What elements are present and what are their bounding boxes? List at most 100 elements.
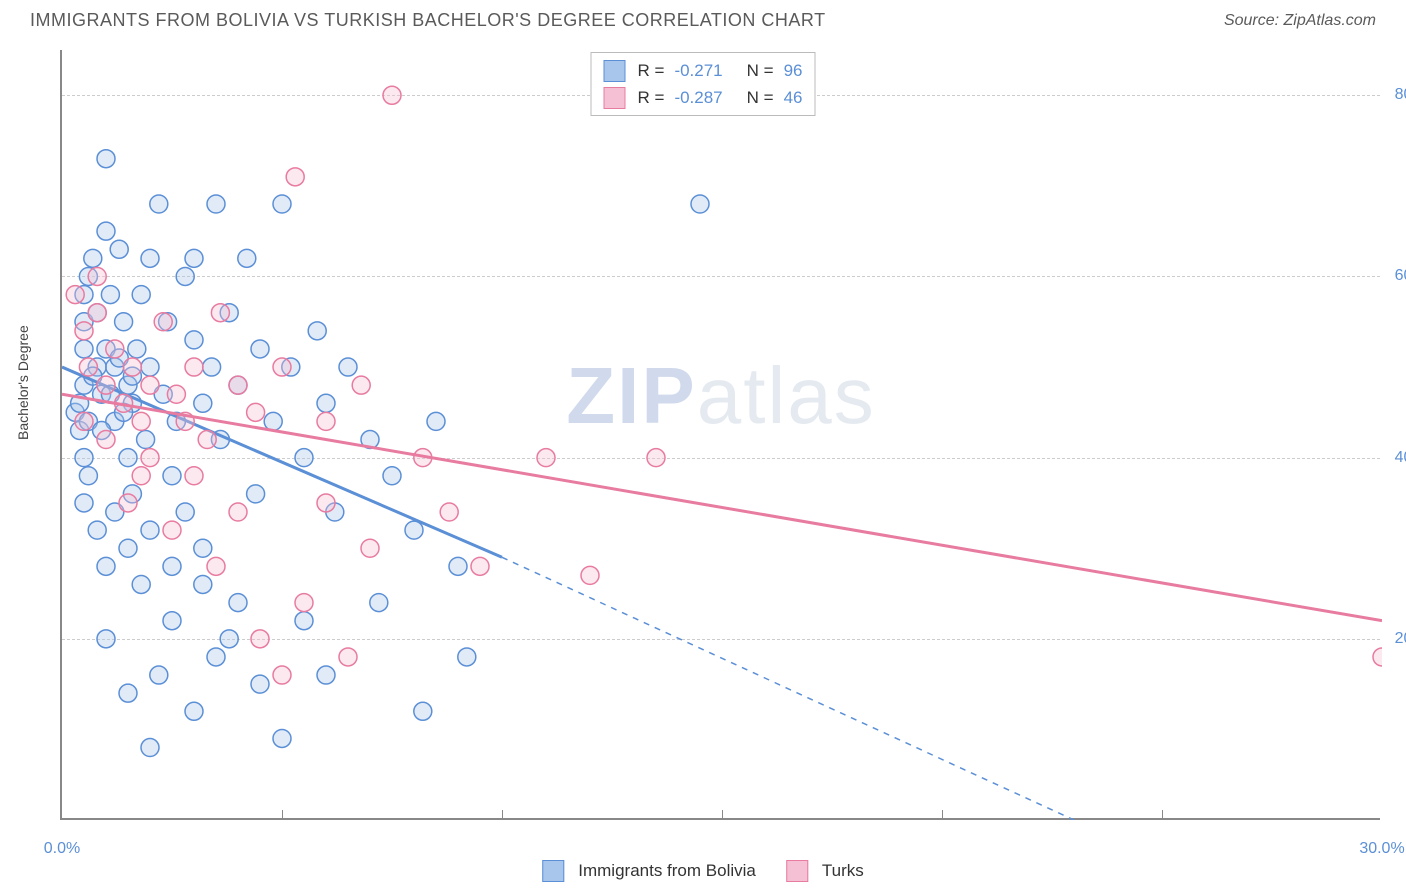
scatter-point <box>317 412 335 430</box>
scatter-point <box>79 358 97 376</box>
scatter-point <box>1373 648 1382 666</box>
scatter-point <box>132 286 150 304</box>
scatter-point <box>581 566 599 584</box>
scatter-point <box>176 267 194 285</box>
legend-r-value: -0.287 <box>674 84 722 111</box>
scatter-point <box>185 467 203 485</box>
scatter-point <box>295 449 313 467</box>
scatter-point <box>141 376 159 394</box>
scatter-point <box>163 557 181 575</box>
scatter-point <box>66 286 84 304</box>
scatter-point <box>317 394 335 412</box>
scatter-point <box>247 485 265 503</box>
legend-swatch <box>786 860 808 882</box>
scatter-point <box>229 594 247 612</box>
y-tick-label: 20.0% <box>1385 630 1406 648</box>
scatter-point <box>207 195 225 213</box>
scatter-point <box>97 376 115 394</box>
scatter-point <box>647 449 665 467</box>
scatter-point <box>251 340 269 358</box>
scatter-point <box>352 376 370 394</box>
scatter-point <box>211 304 229 322</box>
scatter-point <box>383 86 401 104</box>
scatter-point <box>88 521 106 539</box>
scatter-point <box>370 594 388 612</box>
scatter-point <box>115 313 133 331</box>
scatter-point <box>264 412 282 430</box>
scatter-point <box>75 340 93 358</box>
scatter-point <box>132 575 150 593</box>
scatter-point <box>405 521 423 539</box>
scatter-point <box>119 494 137 512</box>
scatter-point <box>150 195 168 213</box>
scatter-point <box>295 594 313 612</box>
scatter-point <box>229 503 247 521</box>
scatter-point <box>141 449 159 467</box>
legend-n-label: N = <box>747 57 774 84</box>
scatter-point <box>471 557 489 575</box>
legend-row: R =-0.287N =46 <box>604 84 803 111</box>
scatter-point <box>75 322 93 340</box>
legend-swatch <box>604 60 626 82</box>
scatter-point <box>537 449 555 467</box>
scatter-point <box>97 431 115 449</box>
scatter-point <box>194 539 212 557</box>
source-label: Source: ZipAtlas.com <box>1224 12 1376 30</box>
scatter-point <box>119 684 137 702</box>
y-tick-label: 80.0% <box>1385 86 1406 104</box>
scatter-point <box>251 675 269 693</box>
scatter-point <box>185 358 203 376</box>
legend-series-name: Turks <box>822 861 864 881</box>
scatter-point <box>132 467 150 485</box>
scatter-point <box>273 195 291 213</box>
legend-correlation-box: R =-0.271N =96R =-0.287N =46 <box>591 52 816 116</box>
scatter-point <box>141 739 159 757</box>
scatter-point <box>128 340 146 358</box>
scatter-point <box>88 267 106 285</box>
scatter-point <box>203 358 221 376</box>
scatter-point <box>176 503 194 521</box>
scatter-point <box>132 412 150 430</box>
scatter-point <box>141 249 159 267</box>
legend-n-value: 46 <box>784 84 803 111</box>
legend-r-label: R = <box>638 57 665 84</box>
legend-r-value: -0.271 <box>674 57 722 84</box>
scatter-point <box>207 648 225 666</box>
scatter-point <box>75 412 93 430</box>
scatter-point <box>101 286 119 304</box>
legend-n-value: 96 <box>784 57 803 84</box>
scatter-point <box>317 666 335 684</box>
x-tick-label: 30.0% <box>1359 840 1404 858</box>
scatter-point <box>141 358 159 376</box>
scatter-point <box>414 702 432 720</box>
legend-swatch <box>604 87 626 109</box>
scatter-point <box>167 385 185 403</box>
scatter-point <box>185 249 203 267</box>
scatter-point <box>194 394 212 412</box>
y-tick-label: 60.0% <box>1385 267 1406 285</box>
scatter-point <box>119 539 137 557</box>
scatter-point <box>106 340 124 358</box>
y-tick-label: 40.0% <box>1385 449 1406 467</box>
x-tick-label: 0.0% <box>44 840 80 858</box>
scatter-point <box>273 666 291 684</box>
legend-bottom-item: Turks <box>786 860 864 882</box>
scatter-point <box>141 521 159 539</box>
scatter-point <box>308 322 326 340</box>
legend-n-label: N = <box>747 84 774 111</box>
scatter-point <box>185 702 203 720</box>
scatter-point <box>361 539 379 557</box>
legend-bottom-item: Immigrants from Bolivia <box>542 860 756 882</box>
scatter-point <box>194 575 212 593</box>
scatter-point <box>220 630 238 648</box>
scatter-svg <box>62 50 1382 820</box>
legend-series-name: Immigrants from Bolivia <box>578 861 756 881</box>
legend-swatch <box>542 860 564 882</box>
scatter-point <box>79 467 97 485</box>
y-axis-label: Bachelor's Degree <box>15 325 31 440</box>
scatter-point <box>88 304 106 322</box>
scatter-point <box>273 729 291 747</box>
scatter-point <box>207 557 225 575</box>
scatter-point <box>247 403 265 421</box>
chart-title: IMMIGRANTS FROM BOLIVIA VS TURKISH BACHE… <box>30 10 826 31</box>
